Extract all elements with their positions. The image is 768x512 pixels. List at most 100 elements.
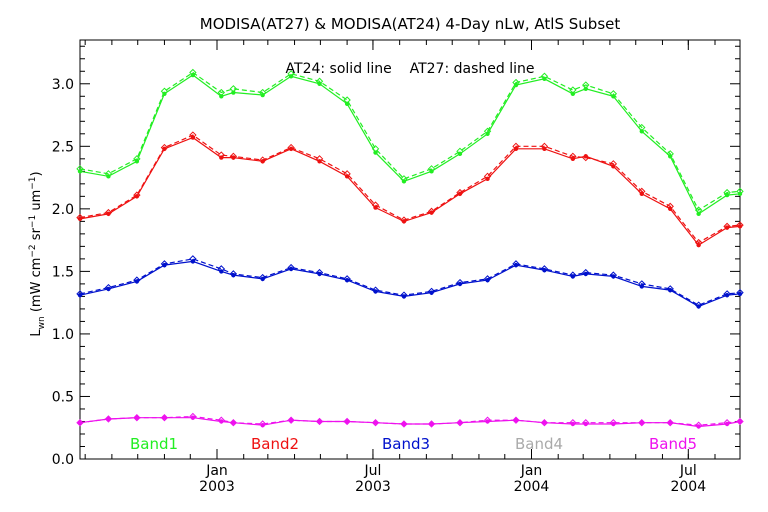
band3-solid-point xyxy=(583,271,588,277)
band3-solid-point xyxy=(344,277,350,283)
band5-solid-point xyxy=(77,420,83,425)
band1-solid-point xyxy=(542,76,547,81)
band5-solid-point xyxy=(373,420,378,425)
band5-solid-point xyxy=(344,419,350,424)
band5-solid-point xyxy=(401,421,407,427)
band3-solid-point xyxy=(401,294,407,299)
band1-solid-point xyxy=(696,211,701,217)
band5-solid-point xyxy=(429,421,434,427)
band5-solid-point xyxy=(513,418,519,423)
band5-solid-point xyxy=(611,421,616,427)
y-axis: 0.0 0.5 1.0 1.5 2.0 2.5 3.0 xyxy=(52,45,740,468)
band5-dashed-point xyxy=(315,417,324,426)
band2-solid-point xyxy=(639,191,644,197)
band2-solid-point xyxy=(570,156,576,162)
band5-dashed-point xyxy=(104,415,113,423)
band1-solid-line xyxy=(79,74,741,215)
x-tick-year-label: 2004 xyxy=(670,479,706,495)
plot-border xyxy=(79,39,741,460)
ylabel-unit: ) xyxy=(29,171,44,176)
band5-solid-point xyxy=(639,420,644,425)
ylabel-unit: um xyxy=(29,190,44,215)
band1-solid-point xyxy=(231,90,236,95)
band1-solid-point xyxy=(317,81,322,86)
band1-solid-point xyxy=(219,94,224,99)
band1-solid-point xyxy=(260,92,265,98)
band2-solid-point xyxy=(457,191,463,197)
legend-band3: Band3 xyxy=(382,435,430,453)
series-lines xyxy=(76,68,744,429)
band5-dashed-point xyxy=(76,419,84,427)
band2-solid-point xyxy=(429,210,434,215)
band5-solid-point xyxy=(542,420,547,425)
band1-solid-point xyxy=(373,150,378,155)
band2-solid-point xyxy=(513,146,519,152)
band3-solid-point xyxy=(219,269,224,274)
y-tick-label: 3.0 xyxy=(52,77,74,93)
band2-solid-point xyxy=(288,146,294,152)
x-tick-year-label: 2003 xyxy=(355,479,391,495)
y-tick-label: 1.0 xyxy=(52,327,74,343)
band5-dashed-point xyxy=(540,419,549,427)
band5-solid-line xyxy=(79,417,741,428)
band1-solid-point xyxy=(724,192,730,198)
band1-solid-point xyxy=(668,154,673,159)
legend-band2: Band2 xyxy=(251,435,299,453)
ylabel-main: L xyxy=(29,329,44,337)
band3-solid-point xyxy=(134,279,140,284)
band3-solid-point xyxy=(724,292,730,298)
band1-solid-point xyxy=(190,72,196,78)
chart-title: MODISA(AT27) & MODISA(AT24) 4-Day nLw, A… xyxy=(200,15,621,33)
y-tick-label: 0.0 xyxy=(52,452,74,468)
band5-dashed-point xyxy=(287,416,295,424)
band5-solid-point xyxy=(162,415,167,420)
band3-solid-point xyxy=(373,289,378,294)
band2-solid-point xyxy=(696,242,701,248)
ylabel-unit: sr xyxy=(29,227,44,244)
legend-band1: Band1 xyxy=(130,435,178,453)
band5-solid-point xyxy=(570,421,576,427)
band5-dashed-point xyxy=(427,420,436,428)
band1-solid-point xyxy=(570,91,576,96)
band3-solid-point xyxy=(77,292,83,298)
band5-solid-point xyxy=(724,421,730,427)
band1-solid-point xyxy=(344,101,350,106)
band1-solid-point xyxy=(485,131,490,137)
band1-solid-point xyxy=(429,169,434,174)
band3-solid-point xyxy=(457,281,463,287)
band5-solid-point xyxy=(737,419,743,424)
band3-solid-point xyxy=(162,262,167,268)
band2-solid-point xyxy=(77,216,83,222)
band2-solid-point xyxy=(190,135,196,140)
band3-solid-point xyxy=(190,259,196,264)
band5-dashed-point xyxy=(456,419,464,427)
x-tick-month-label: Jan xyxy=(520,463,543,479)
band2-solid-point xyxy=(611,164,616,169)
band1-solid-point xyxy=(288,74,294,79)
band5-dashed-point xyxy=(512,416,520,424)
band1-solid-point xyxy=(106,174,111,179)
series-band3 xyxy=(76,255,744,309)
band2-solid-point xyxy=(583,154,588,159)
x-tick-year-label: 2003 xyxy=(199,479,235,495)
band2-solid-point xyxy=(317,159,322,164)
band5-solid-point xyxy=(219,419,224,424)
y-tick-label: 0.5 xyxy=(52,389,74,405)
band2-solid-point xyxy=(162,146,167,152)
band1-solid-point xyxy=(77,169,83,174)
band5-solid-point xyxy=(317,419,322,424)
band3-solid-point xyxy=(106,286,111,292)
band2-solid-point xyxy=(542,146,547,152)
band3-solid-point xyxy=(737,291,743,297)
legend-band4: Band4 xyxy=(515,435,563,453)
band5-solid-point xyxy=(106,416,111,422)
band3-dashed-line xyxy=(79,258,741,306)
band5-solid-point xyxy=(457,420,463,425)
band2-solid-point xyxy=(668,206,673,212)
band3-solid-point xyxy=(513,262,519,268)
band2-solid-point xyxy=(737,224,743,229)
band5-solid-point xyxy=(231,420,236,425)
band5-dashed-point xyxy=(160,414,169,422)
ylabel-unit: (mW cm xyxy=(29,258,44,317)
